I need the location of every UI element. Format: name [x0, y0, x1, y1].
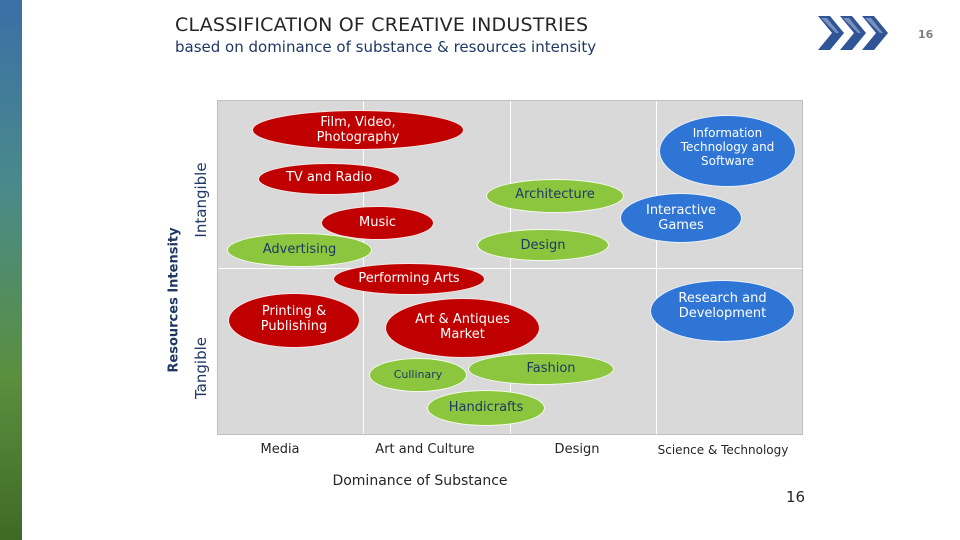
bubble-label: Cullinary — [393, 368, 443, 381]
bubble-cullinary: Cullinary — [369, 358, 467, 392]
bubble-label: Architecture — [515, 187, 595, 202]
slide-title: CLASSIFICATION OF CREATIVE INDUSTRIES — [175, 14, 589, 36]
grid-divider — [218, 268, 802, 269]
bubble-label: Performing Arts — [358, 271, 460, 286]
bubble-label: Printing & Publishing — [260, 304, 328, 334]
bubble-architecture: Architecture — [486, 179, 624, 213]
bubble-design: Design — [477, 229, 609, 261]
bubble-label: TV and Radio — [285, 170, 373, 185]
bubble-label: Information Technology and Software — [680, 126, 775, 168]
x-axis-title: Dominance of Substance — [332, 473, 508, 489]
bubble-research-and-development: Research and Development — [650, 280, 795, 342]
bubble-label: Research and Development — [678, 291, 767, 321]
x-category-media: Media — [260, 442, 300, 457]
page-number-bottom: 16 — [786, 488, 806, 506]
x-category-science-technology: Science & Technology — [657, 443, 789, 457]
y-axis-intangible-label: Intangible — [192, 162, 210, 238]
x-category-design: Design — [554, 442, 600, 457]
bubble-performing-arts: Performing Arts — [333, 263, 485, 295]
bubble-music: Music — [321, 206, 434, 240]
bubble-art-antiques-market: Art & Antiques Market — [385, 298, 540, 358]
grid-divider — [510, 101, 511, 434]
grid-divider — [656, 101, 657, 434]
page-number-top: 16 — [918, 28, 934, 41]
y-axis-tangible-label: Tangible — [192, 337, 210, 399]
triple-chevron-right-icon — [818, 16, 888, 50]
x-category-art-and-culture: Art and Culture — [375, 442, 475, 457]
bubble-label: Music — [359, 215, 396, 230]
bubble-film-video-photography: Film, Video, Photography — [252, 110, 464, 150]
slide-subtitle: based on dominance of substance & resour… — [175, 38, 597, 56]
bubble-printing-publishing: Printing & Publishing — [228, 293, 360, 348]
bubble-advertising: Advertising — [227, 233, 372, 267]
bubble-label: Interactive Games — [645, 203, 717, 233]
bubble-label: Design — [520, 238, 566, 253]
bubble-fashion: Fashion — [468, 353, 614, 385]
bubble-label: Art & Antiques Market — [415, 312, 510, 342]
bubble-label: Film, Video, Photography — [316, 115, 400, 145]
bubble-label: Advertising — [262, 242, 337, 257]
bubble-tv-and-radio: TV and Radio — [258, 163, 400, 195]
bubble-label: Handicrafts — [448, 400, 524, 415]
bubble-label: Fashion — [526, 361, 576, 376]
decorative-side-bar — [0, 0, 22, 540]
bubble-handicrafts: Handicrafts — [427, 390, 545, 426]
bubble-interactive-games: Interactive Games — [620, 193, 742, 243]
bubble-information-technology: Information Technology and Software — [659, 115, 796, 187]
y-axis-title: Resources Intensity — [166, 227, 182, 373]
